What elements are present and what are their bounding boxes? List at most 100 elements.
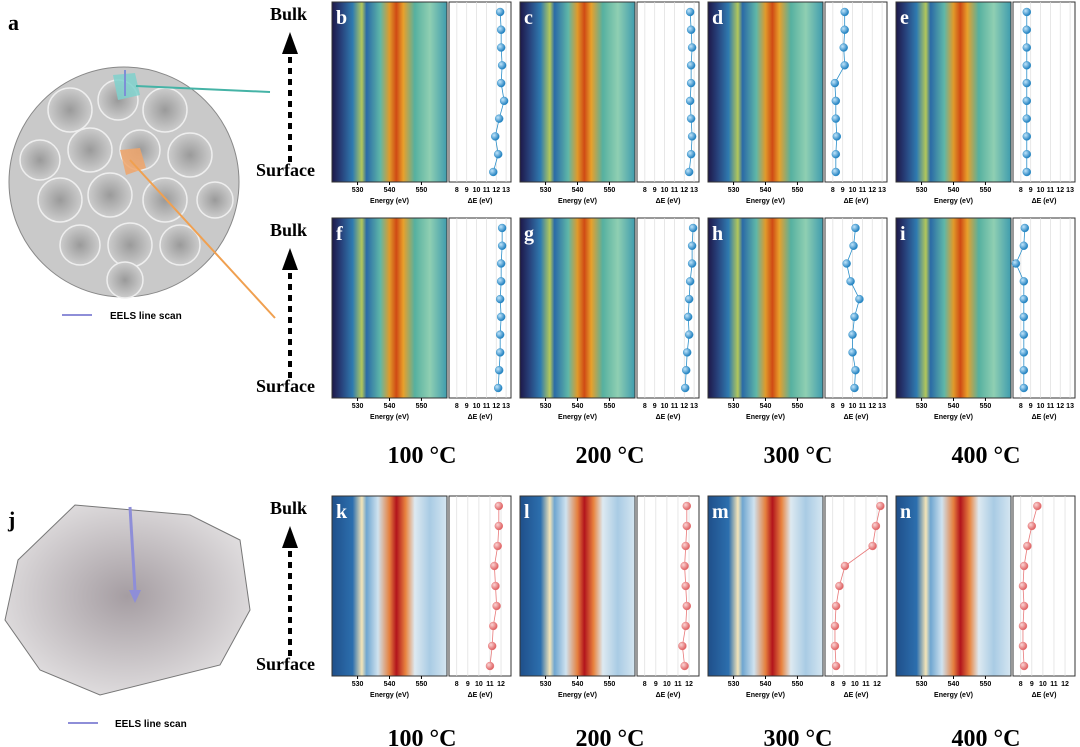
data-point [850, 312, 859, 322]
x-tick-label: 11 [862, 681, 870, 688]
x-tick-label: 11 [483, 403, 491, 410]
particle [4, 504, 251, 696]
x-tick-label: 8 [831, 681, 835, 688]
x-tick-label: 10 [661, 403, 669, 410]
scan-region [113, 73, 140, 100]
data-point [851, 223, 860, 233]
heatmap [519, 1, 636, 183]
data-point [496, 312, 506, 322]
data-point [496, 25, 506, 34]
data-point [831, 114, 841, 123]
data-point [496, 78, 506, 88]
x-tick-label: 8 [643, 681, 647, 688]
x-tick-label: 540 [572, 681, 584, 688]
x-tick-label: 550 [980, 681, 992, 688]
data-point [680, 561, 689, 571]
scan-arrow-head [129, 590, 141, 603]
x-axis-label: ΔE (eV) [468, 692, 493, 699]
surface-label: Surface [256, 654, 315, 674]
x-axis-label: Energy (eV) [558, 414, 597, 421]
x-tick-label: 11 [671, 403, 679, 410]
data-point [849, 241, 858, 250]
data-point [1033, 501, 1042, 511]
data-point [686, 78, 696, 88]
legend-text: EELS line scan [110, 311, 182, 322]
x-tick-label: 550 [416, 681, 428, 688]
data-point [491, 581, 500, 591]
bulk-label: Bulk [270, 498, 307, 518]
data-point [494, 366, 504, 375]
data-point [492, 601, 501, 611]
data-point [1011, 259, 1021, 268]
x-axis-label: ΔE (eV) [1032, 692, 1057, 699]
data-point [1019, 661, 1029, 671]
x-tick-label: 550 [792, 403, 804, 410]
x-tick-label: 540 [384, 403, 396, 410]
x-tick-label: 10 [1037, 187, 1045, 194]
x-tick-label: 12 [868, 187, 876, 194]
data-point [686, 150, 696, 159]
data-point [1019, 294, 1029, 304]
panel-label: g [524, 223, 534, 245]
x-tick-label: 9 [841, 403, 845, 410]
data-point [830, 621, 840, 631]
data-point [832, 132, 842, 141]
data-point [495, 330, 505, 339]
data-point [687, 241, 697, 250]
x-tick-label: 10 [1039, 681, 1047, 688]
x-tick-label: 550 [604, 681, 616, 688]
data-point [485, 661, 495, 671]
x-axis-label: Energy (eV) [370, 198, 409, 205]
bulk-label: Bulk [270, 4, 307, 24]
x-tick-label: 8 [1019, 403, 1023, 410]
heatmap [707, 217, 824, 399]
data-point [685, 277, 695, 286]
x-tick-label: 13 [878, 187, 886, 194]
heatmap [707, 1, 824, 183]
x-tick-label: 10 [663, 681, 671, 688]
data-point [1022, 167, 1031, 177]
x-tick-label: 9 [654, 681, 658, 688]
x-tick-label: 12 [492, 403, 500, 410]
panel-label: m [712, 501, 729, 523]
x-tick-label: 12 [680, 187, 688, 194]
data-point [831, 661, 841, 671]
panel-label: i [900, 223, 906, 245]
temperature: 200 °C [576, 443, 645, 469]
panel-label: a [8, 10, 19, 35]
panel-label: j [7, 507, 15, 532]
temperature: 200 °C [576, 726, 645, 747]
x-axis-label: ΔE (eV) [1032, 414, 1057, 421]
x-axis-label: Energy (eV) [370, 692, 409, 699]
x-tick-label: 12 [1061, 681, 1069, 688]
x-tick-label: 540 [384, 681, 396, 688]
grains [19, 79, 234, 299]
data-point [848, 348, 857, 357]
x-axis-label: Energy (eV) [370, 414, 409, 421]
heatmap [331, 495, 448, 677]
data-point [687, 132, 697, 141]
x-tick-label: 8 [1019, 187, 1023, 194]
data-point [839, 43, 848, 52]
data-point [831, 167, 841, 177]
data-point [682, 521, 692, 531]
data-point [497, 241, 507, 250]
profile-line [1015, 227, 1026, 388]
x-tick-label: 550 [792, 187, 804, 194]
data-point [1018, 641, 1028, 651]
data-point [840, 561, 850, 571]
x-tick-label: 10 [1037, 403, 1045, 410]
x-tick-label: 550 [416, 187, 428, 194]
x-tick-label: 10 [475, 681, 483, 688]
data-point [1019, 277, 1029, 286]
data-point [490, 561, 499, 571]
x-tick-label: 540 [384, 187, 396, 194]
data-point [678, 641, 687, 651]
data-point [494, 501, 504, 511]
heatmap [707, 495, 824, 677]
x-tick-label: 540 [948, 681, 960, 688]
surface-label: Surface [256, 160, 315, 180]
data-point [681, 621, 690, 631]
x-tick-label: 11 [671, 187, 679, 194]
data-point [1019, 601, 1029, 611]
